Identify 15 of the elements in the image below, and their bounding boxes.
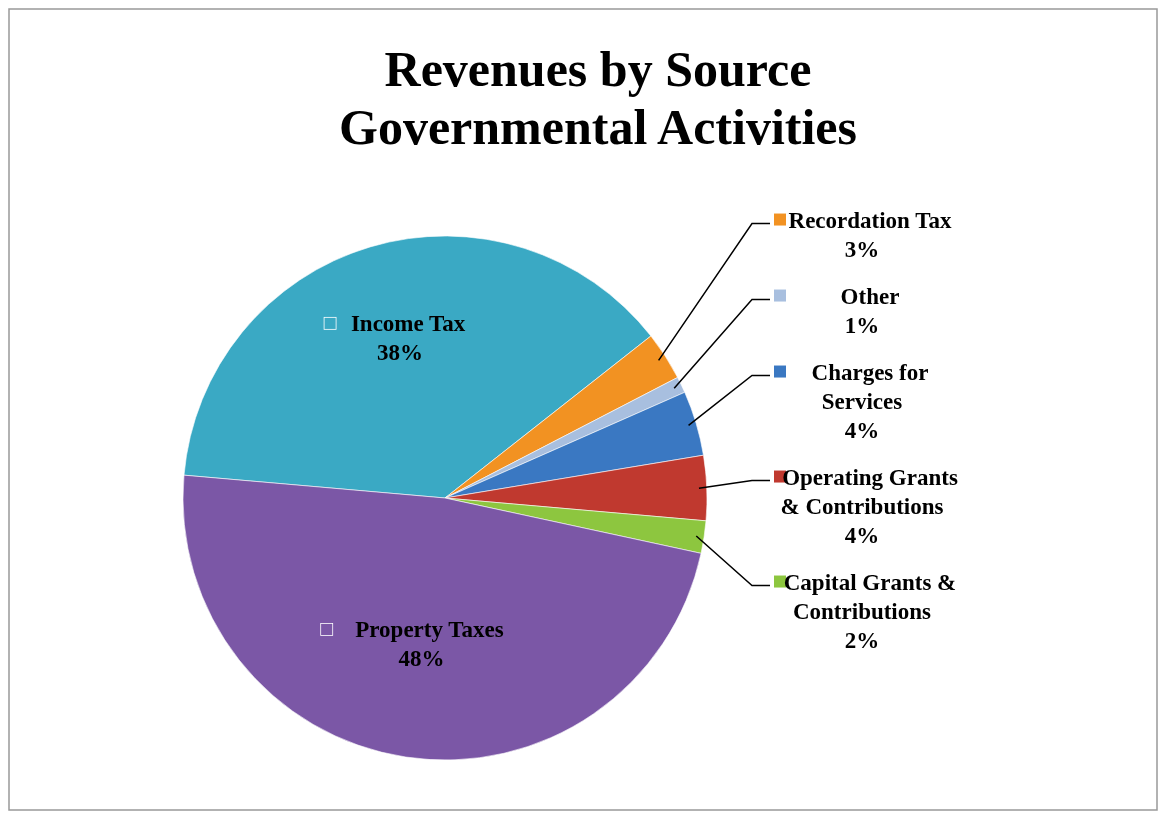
legend-label: Income Tax (350, 311, 466, 337)
legend-label: Charges for Services (811, 359, 929, 414)
data-label: 4% (844, 522, 880, 548)
data-label: 1% (844, 312, 880, 338)
data-label: 3% (844, 236, 880, 262)
chart-title: Revenues by Source Governmental Activities (339, 41, 857, 155)
data-label: 4% (844, 417, 880, 443)
data-label: 2% (844, 627, 880, 653)
legend-label: Capital Grants & Contributions (783, 569, 957, 624)
legend-label: Property Taxes (355, 617, 504, 643)
legend-label: Recordation Tax (788, 207, 952, 233)
data-label: 38% (377, 340, 424, 366)
legend-label: Operating Grants & Contributions (780, 464, 958, 519)
data-label: 48% (398, 646, 445, 672)
legend-label: Other (840, 283, 900, 309)
